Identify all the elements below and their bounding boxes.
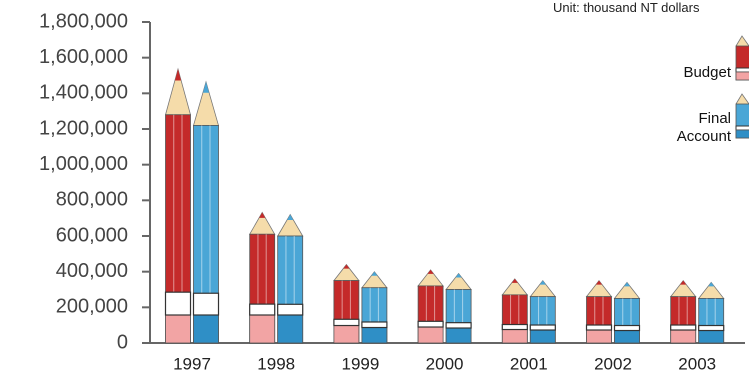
x-tick-label: 2002 <box>594 354 632 373</box>
pencil-lead <box>343 264 350 269</box>
pencil-eraser <box>698 330 725 344</box>
y-tick-label: 800,000 <box>56 189 128 211</box>
pencil-lead <box>708 282 715 287</box>
pencil-eraser <box>165 314 191 344</box>
pencil-eraser <box>333 325 360 344</box>
legend-tip <box>735 35 749 47</box>
pencil-band <box>698 324 725 332</box>
legend-eraser <box>735 71 749 81</box>
pencil-lead <box>539 280 546 285</box>
pencil-band <box>613 324 641 332</box>
pencil-eraser <box>361 327 388 344</box>
pencil-band <box>164 291 192 316</box>
pencil-band <box>249 303 276 316</box>
y-tick-label: 1,800,000 <box>39 10 128 32</box>
y-tick-label: 600,000 <box>56 224 128 246</box>
x-tick-label: 1997 <box>173 354 211 373</box>
pencil-band <box>501 323 528 331</box>
pencil-eraser <box>445 327 472 344</box>
pencil-lead <box>287 214 294 220</box>
x-tick-label: 1998 <box>257 354 295 373</box>
legend-band <box>735 67 749 73</box>
unit-note: Unit: thousand NT dollars <box>553 0 700 15</box>
pencil-band <box>277 303 304 316</box>
pencil-band <box>361 321 388 329</box>
legend-label: Final Account <box>676 110 731 145</box>
y-tick-label: 0 <box>117 331 128 353</box>
pencil-band <box>417 320 444 328</box>
pencil-lead <box>680 280 687 285</box>
legend-band <box>735 125 749 131</box>
pencil-band <box>192 292 220 316</box>
pencil-eraser <box>586 329 612 344</box>
pencil-eraser <box>417 326 444 344</box>
pencil-lead <box>371 271 378 276</box>
pencil-band <box>333 318 360 327</box>
pencil-lead <box>259 212 266 218</box>
y-tick-label: 1,200,000 <box>39 117 128 139</box>
pencil-band <box>529 324 556 331</box>
y-tick-label: 200,000 <box>56 296 128 318</box>
x-tick-label: 2000 <box>426 354 464 373</box>
legend-eraser <box>735 129 749 139</box>
y-tick-label: 1,400,000 <box>39 82 128 104</box>
y-tick-label: 1,000,000 <box>39 153 128 175</box>
legend-label: Budget <box>683 64 731 81</box>
pencil-lead <box>203 81 209 93</box>
pencil-eraser <box>193 314 219 344</box>
x-tick-label: 1999 <box>341 354 379 373</box>
pencil-eraser <box>670 329 697 344</box>
pencil-lead <box>511 278 518 283</box>
pencil-eraser <box>501 329 528 344</box>
pencil-band <box>445 322 472 329</box>
pencil-band <box>670 324 697 331</box>
pencil-eraser <box>277 314 304 344</box>
pencil-band <box>585 324 613 331</box>
pencil-eraser <box>249 314 276 344</box>
pencil-lead <box>455 273 462 278</box>
pencil-lead <box>175 69 181 81</box>
pencil-eraser <box>614 330 640 344</box>
x-tick-label: 2001 <box>510 354 548 373</box>
pencil-lead <box>596 280 602 285</box>
pencil-lead <box>427 269 434 274</box>
pencil-lead <box>624 282 630 287</box>
pencil-eraser <box>529 329 556 344</box>
x-tick-label: 2003 <box>678 354 716 373</box>
y-tick-label: 1,600,000 <box>39 46 128 68</box>
legend-tip <box>735 93 749 105</box>
y-tick-label: 400,000 <box>56 260 128 282</box>
